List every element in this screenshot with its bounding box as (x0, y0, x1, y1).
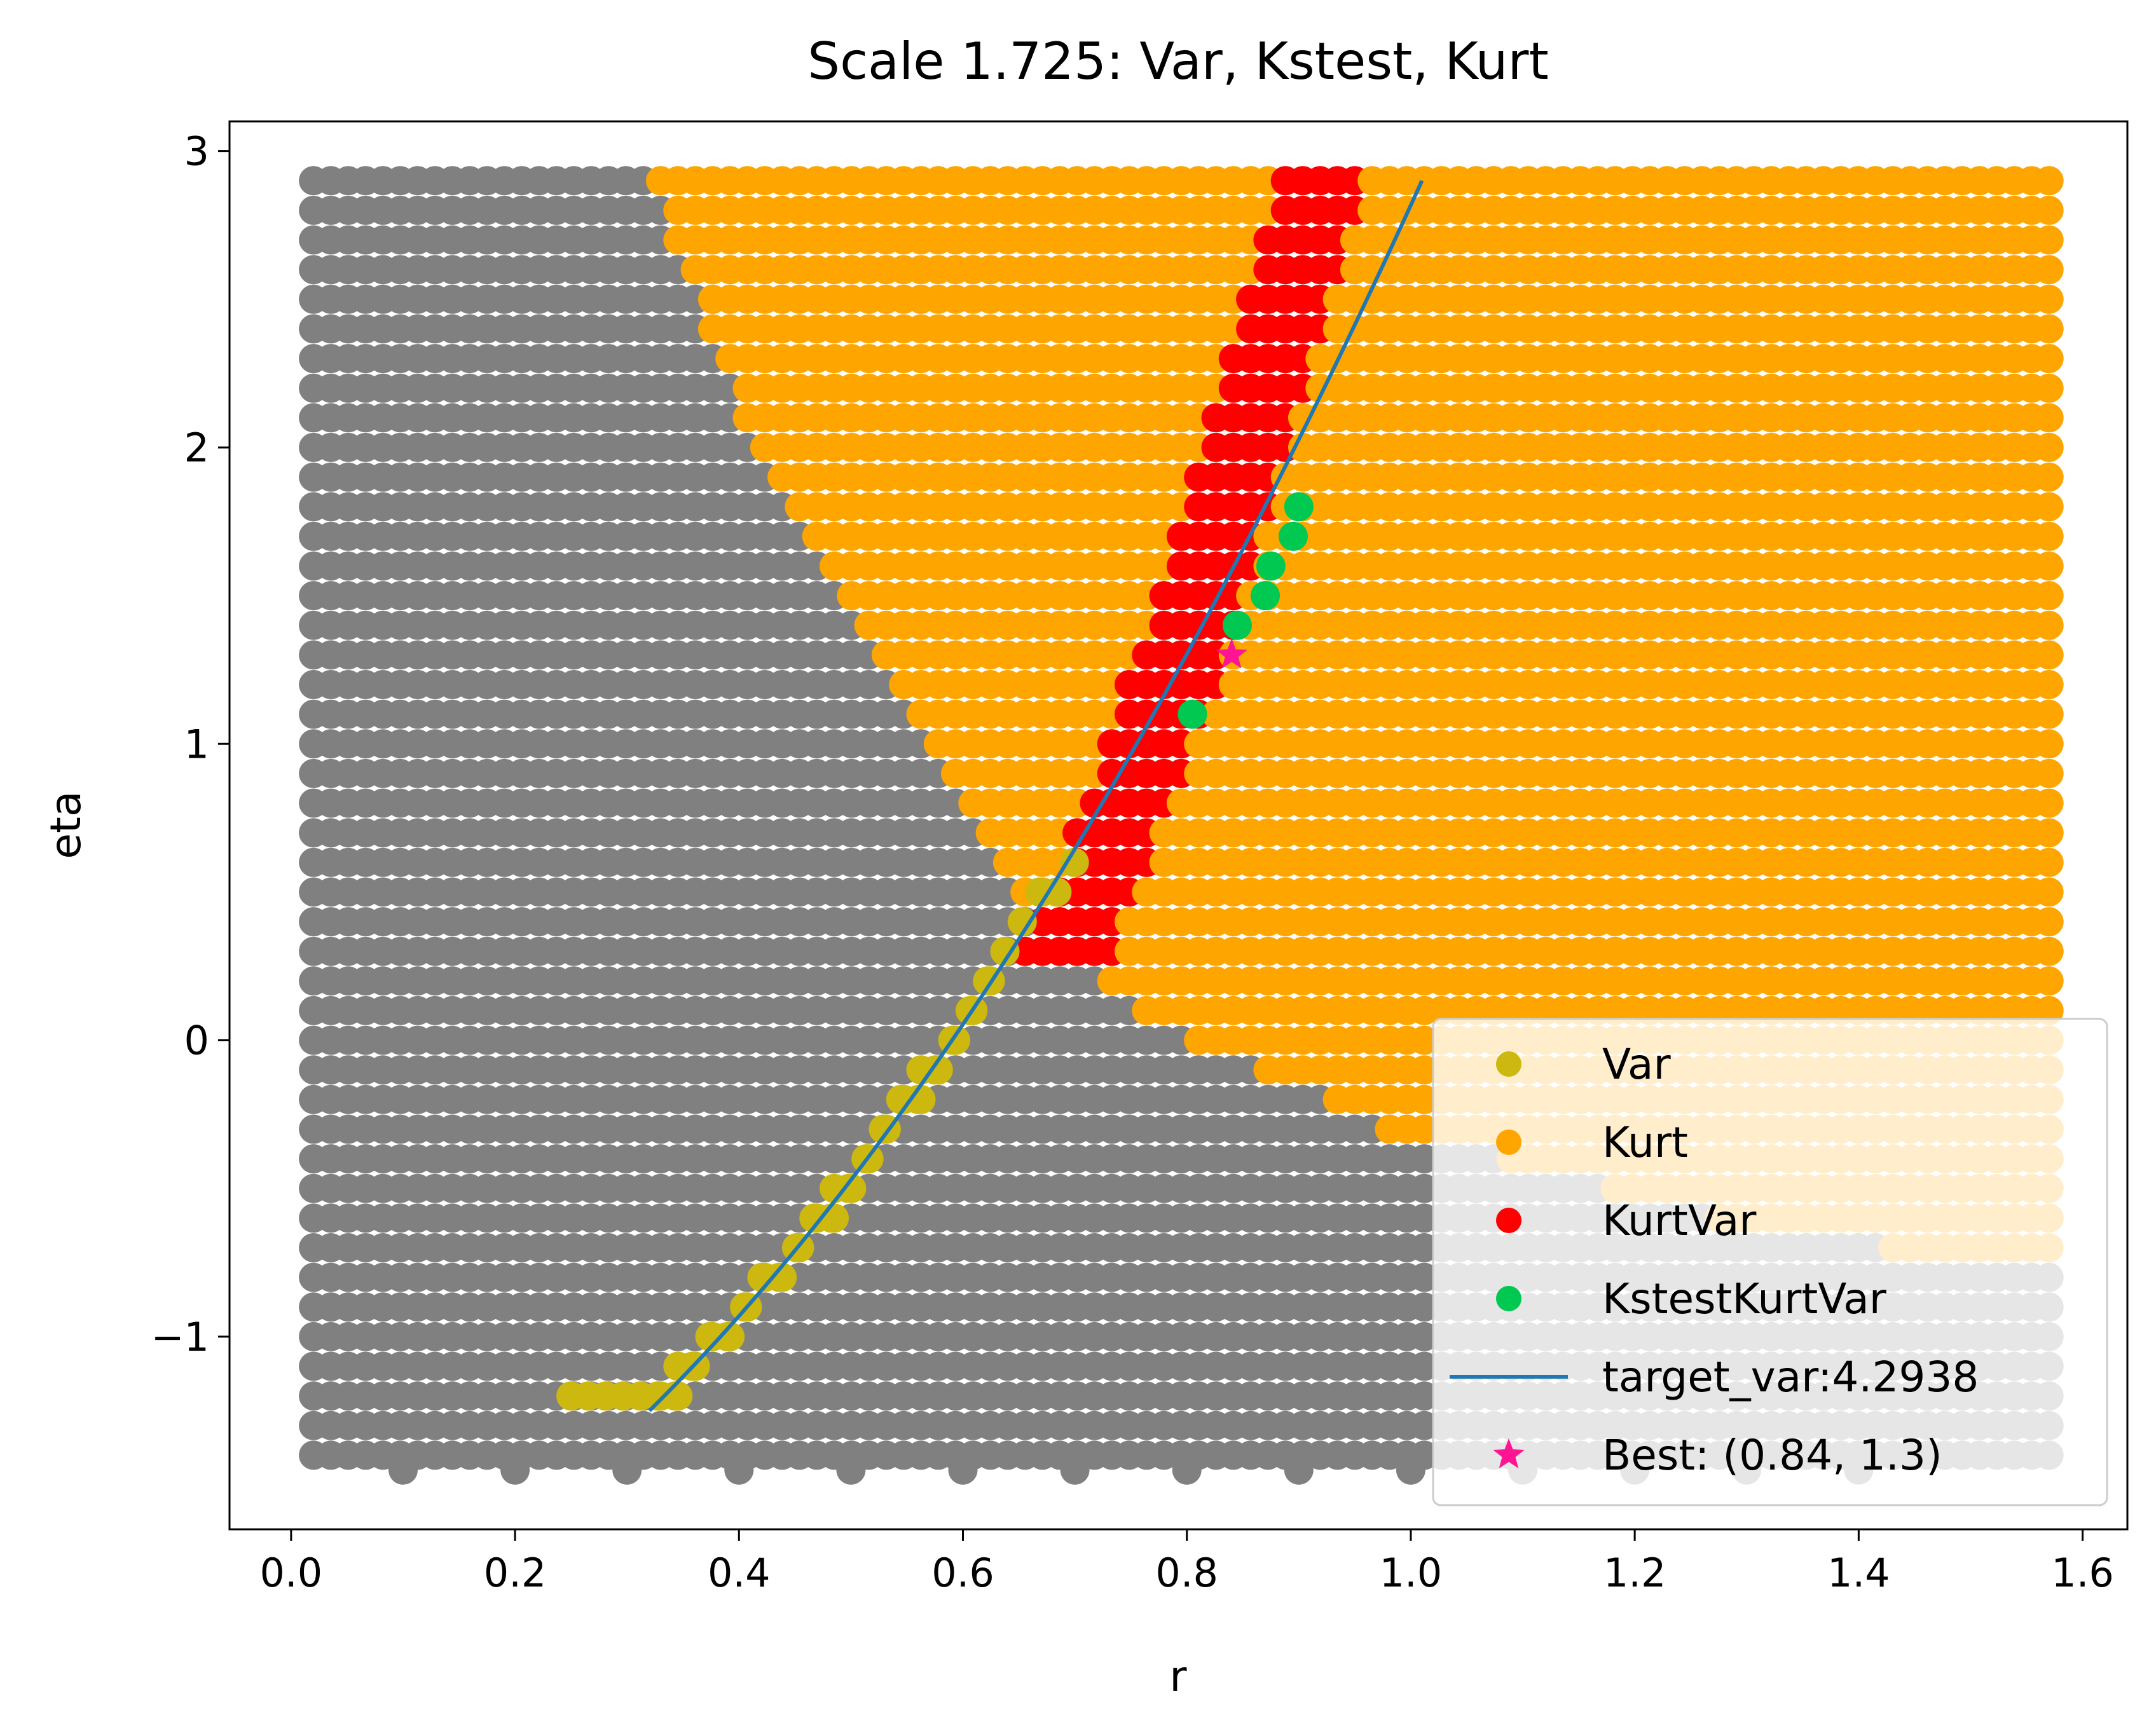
legend-label-kstestkurtvar: KstestKurtVar (1602, 1274, 1887, 1323)
kurt-point (2034, 699, 2064, 729)
y-tick-label: 0 (184, 1018, 209, 1064)
target-var-line (648, 180, 1424, 1412)
kurt-point (2034, 462, 2064, 492)
kurt-point (2034, 314, 2064, 344)
kstestkurtvar-point (1223, 610, 1252, 640)
kurt-point (2034, 195, 2064, 225)
var-point (869, 1114, 898, 1144)
y-tick-label: 1 (184, 721, 209, 767)
kurt-point (2034, 255, 2064, 285)
kurt-point (2034, 847, 2064, 877)
kurt-point (2034, 610, 2064, 640)
kurt-point (2034, 551, 2064, 581)
kurt-point (2034, 432, 2064, 462)
kurt-point (2034, 403, 2064, 433)
x-tick-label: 1.0 (1380, 1550, 1443, 1596)
var-point (712, 1321, 742, 1351)
background-point (1284, 1455, 1314, 1485)
background-point (1060, 1455, 1090, 1485)
var-point (660, 1381, 690, 1411)
background-point (836, 1455, 866, 1485)
kstestkurtvar-point (1279, 521, 1308, 551)
var-point (903, 1084, 933, 1114)
legend: Var Kurt KurtVar KstestKurtVar target_va… (1432, 1018, 2108, 1506)
kurt-point (2034, 877, 2064, 907)
x-tick-label: 0.4 (708, 1550, 771, 1596)
background-point (612, 1455, 642, 1485)
legend-label-kurtvar: KurtVar (1602, 1196, 1757, 1245)
kstestkurtvar-point (1256, 551, 1286, 581)
kstestkurtvar-point (1251, 581, 1280, 611)
x-tick-label: 1.4 (1827, 1550, 1890, 1596)
var-point (834, 1173, 863, 1203)
kurt-point (2034, 995, 2064, 1025)
y-tick-label: −1 (151, 1314, 209, 1360)
y-tick-label: 3 (184, 128, 209, 175)
kurt-point (2034, 907, 2064, 937)
legend-label-kurt: Kurt (1602, 1118, 1688, 1167)
kurt-point (2034, 640, 2064, 670)
kurt-point (2034, 670, 2064, 699)
legend-marker-var (1496, 1051, 1521, 1077)
kurt-point (2034, 936, 2064, 966)
legend-label-target-var: target_var:4.2938 (1602, 1353, 1979, 1402)
background-point (948, 1455, 978, 1485)
best-star (1216, 638, 1247, 669)
var-point (1042, 877, 1072, 907)
var-point (1007, 907, 1037, 937)
legend-label-best: Best: (0.84, 1.3) (1602, 1431, 1942, 1480)
var-point (1059, 847, 1089, 877)
var-point (990, 936, 1020, 966)
kurt-point (2034, 284, 2064, 314)
x-tick-label: 0.2 (484, 1550, 547, 1596)
background-point (724, 1455, 754, 1485)
kurt-point (2034, 788, 2064, 818)
x-tick-label: 0.8 (1155, 1550, 1218, 1596)
kurt-point (2034, 492, 2064, 522)
kstestkurtvar-point (1284, 492, 1314, 522)
x-tick-label: 0.0 (260, 1550, 323, 1596)
kstestkurtvar-point (1178, 699, 1207, 729)
line-layer (648, 180, 1424, 1412)
background-point (500, 1455, 530, 1485)
kurt-point (2034, 166, 2064, 196)
kurt-point (2034, 581, 2064, 611)
legend-marker-best (1493, 1438, 1525, 1468)
legend-marker-kurtvar (1496, 1208, 1521, 1233)
background-point (1172, 1455, 1202, 1485)
background-point (388, 1455, 418, 1485)
ticks-layer: 0.0 0.2 0.4 0.6 0.8 1.0 1.2 1.4 1.6 −1 0 1 2 3 (151, 128, 2114, 1596)
legend-marker-kurt (1496, 1130, 1521, 1155)
axes-frame (228, 120, 2129, 1531)
var-point (764, 1262, 794, 1292)
x-tick-label: 1.6 (2051, 1550, 2114, 1596)
chart-title: Scale 1.725: Var, Kstest, Kurt (807, 32, 1548, 91)
kurt-point (2034, 521, 2064, 551)
var-point (816, 1203, 846, 1233)
legend-label-var: Var (1602, 1040, 1671, 1089)
background-point (1396, 1455, 1425, 1485)
kurt-point (2034, 966, 2064, 996)
kurt-point (2034, 818, 2064, 848)
kurt-point (2034, 758, 2064, 788)
y-axis-label: eta (41, 791, 90, 859)
x-tick-label: 1.2 (1603, 1550, 1666, 1596)
x-tick-label: 0.6 (931, 1550, 994, 1596)
x-axis-label: r (1169, 1652, 1187, 1701)
y-tick-label: 2 (184, 425, 209, 471)
kurt-point (2034, 344, 2064, 374)
kurt-point (2034, 225, 2064, 255)
legend-marker-kstestkurtvar (1496, 1286, 1521, 1311)
legend-box (1432, 1018, 2108, 1506)
kurt-point (2034, 373, 2064, 403)
kurt-point (2034, 729, 2064, 759)
